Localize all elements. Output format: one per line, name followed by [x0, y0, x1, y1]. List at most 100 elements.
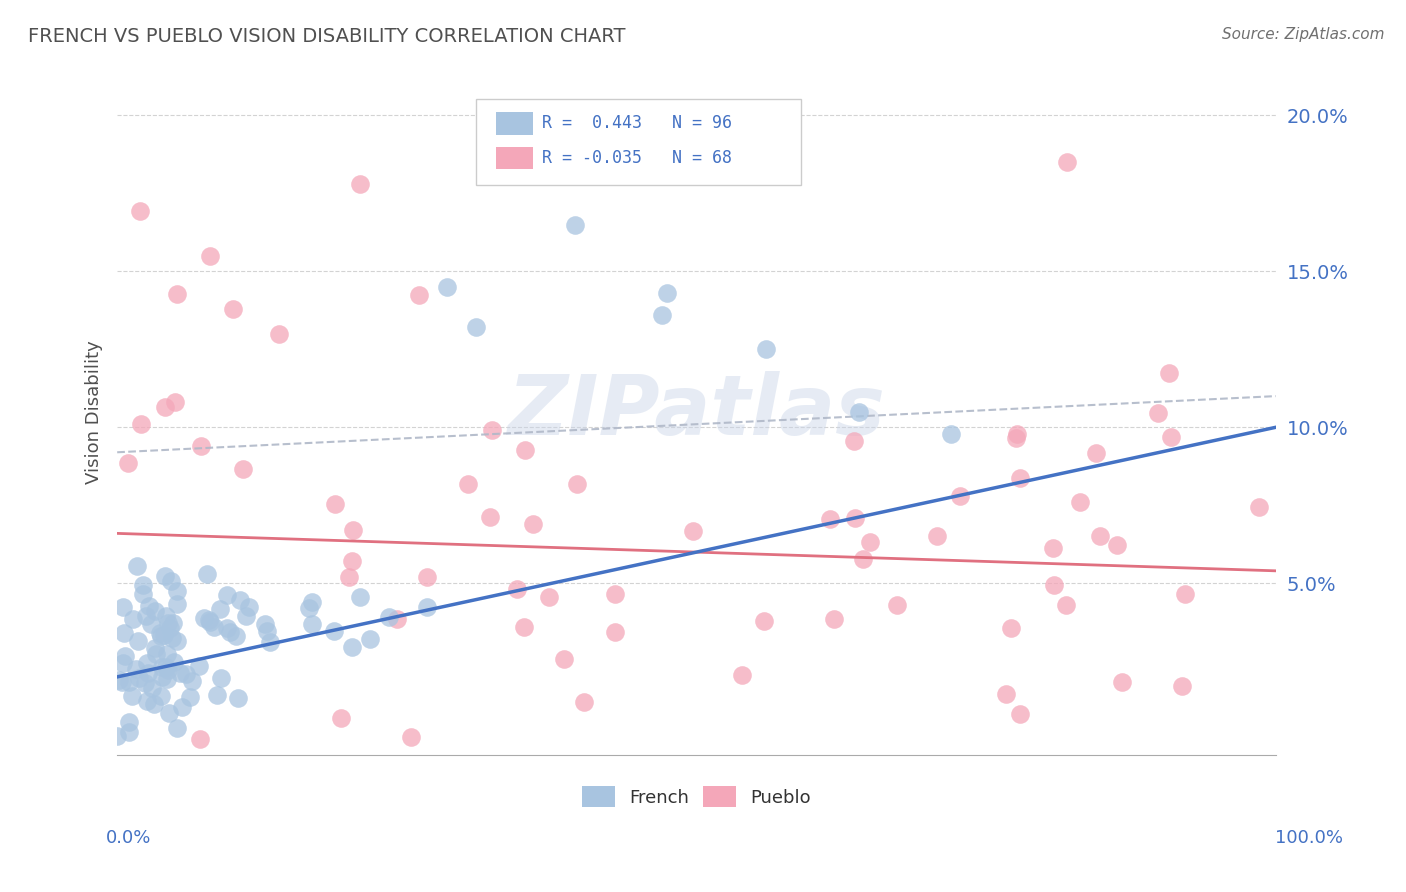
Text: 100.0%: 100.0%	[1275, 829, 1343, 847]
Point	[1042, 578, 1064, 592]
Point	[529, 155, 551, 169]
Point	[121, 689, 143, 703]
Point	[512, 620, 534, 634]
Point	[342, 524, 364, 538]
Point	[166, 633, 188, 648]
Point	[1159, 366, 1181, 380]
Point	[128, 671, 150, 685]
Point	[156, 673, 179, 687]
Point	[180, 674, 202, 689]
Point	[131, 587, 153, 601]
Point	[143, 641, 166, 656]
Point	[941, 426, 963, 441]
Point	[269, 326, 291, 341]
Point	[1042, 541, 1064, 555]
Point	[1056, 155, 1078, 169]
Point	[572, 695, 595, 709]
Point	[112, 600, 135, 615]
Point	[565, 477, 588, 491]
Point	[842, 434, 865, 449]
Point	[200, 615, 222, 630]
Point	[156, 648, 179, 662]
Point	[603, 624, 626, 639]
Point	[198, 249, 221, 263]
Point	[522, 516, 544, 531]
Point	[215, 588, 238, 602]
Point	[852, 552, 875, 566]
Point	[1147, 406, 1170, 420]
Point	[994, 687, 1017, 701]
Point	[129, 417, 152, 431]
Point	[235, 608, 257, 623]
Text: Source: ZipAtlas.com: Source: ZipAtlas.com	[1222, 27, 1385, 42]
Point	[465, 320, 488, 334]
Point	[138, 599, 160, 613]
Point	[134, 676, 156, 690]
Point	[481, 423, 503, 437]
Point	[1160, 429, 1182, 443]
Point	[818, 512, 841, 526]
Point	[118, 675, 141, 690]
Point	[226, 690, 249, 705]
Point	[179, 690, 201, 704]
Point	[165, 395, 187, 409]
Point	[436, 280, 458, 294]
Y-axis label: Vision Disability: Vision Disability	[86, 340, 103, 483]
Point	[301, 617, 323, 632]
Point	[209, 602, 232, 616]
Point	[141, 616, 163, 631]
Point	[603, 587, 626, 601]
Point	[149, 629, 172, 643]
Point	[553, 651, 575, 665]
Point	[122, 612, 145, 626]
Point	[537, 591, 560, 605]
Point	[949, 489, 972, 503]
Point	[110, 675, 132, 690]
Point	[886, 599, 908, 613]
Point	[207, 688, 229, 702]
Point	[125, 558, 148, 573]
Legend: French, Pueblo: French, Pueblo	[575, 780, 818, 814]
Point	[157, 706, 180, 720]
Point	[117, 724, 139, 739]
Point	[323, 497, 346, 511]
Point	[925, 529, 948, 543]
Point	[298, 600, 321, 615]
Point	[1010, 706, 1032, 721]
Point	[844, 511, 866, 525]
Point	[342, 640, 364, 655]
Point	[202, 620, 225, 634]
Point	[112, 626, 135, 640]
Point	[149, 625, 172, 640]
Point	[256, 624, 278, 638]
Point	[155, 660, 177, 674]
Point	[141, 681, 163, 696]
Point	[848, 405, 870, 419]
Point	[337, 570, 360, 584]
Point	[506, 582, 529, 596]
Point	[149, 690, 172, 704]
Point	[145, 647, 167, 661]
Point	[301, 595, 323, 609]
Point	[105, 729, 128, 743]
Point	[859, 535, 882, 549]
Text: FRENCH VS PUEBLO VISION DISABILITY CORRELATION CHART: FRENCH VS PUEBLO VISION DISABILITY CORRE…	[28, 27, 626, 45]
Point	[190, 439, 212, 453]
Point	[153, 628, 176, 642]
Point	[129, 204, 152, 219]
Point	[160, 631, 183, 645]
Point	[238, 600, 260, 615]
Point	[1000, 621, 1022, 635]
Point	[359, 632, 381, 647]
Point	[259, 635, 281, 649]
Point	[150, 670, 173, 684]
Point	[162, 655, 184, 669]
Point	[132, 578, 155, 592]
Point	[408, 288, 430, 302]
Point	[166, 584, 188, 599]
Point	[1005, 427, 1028, 442]
Point	[187, 659, 209, 673]
FancyBboxPatch shape	[477, 99, 800, 186]
Point	[166, 287, 188, 301]
Point	[651, 308, 673, 322]
